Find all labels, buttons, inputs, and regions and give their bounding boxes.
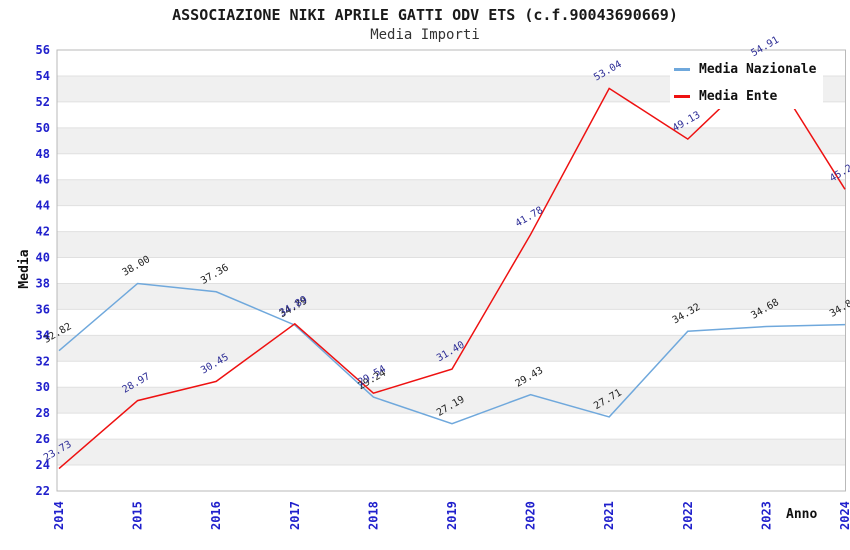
plot-band (57, 283, 846, 310)
x-tick-label: 2022 (681, 501, 695, 530)
legend: Media Nazionale Media Ente (670, 57, 823, 109)
plot-band (57, 153, 846, 180)
plot-band (57, 127, 846, 154)
y-tick-label: 26 (36, 432, 50, 446)
y-tick-label: 50 (36, 121, 50, 135)
y-tick-label: 28 (36, 406, 50, 420)
x-tick-label: 2015 (131, 501, 145, 530)
plot-band (57, 179, 846, 206)
y-tick-label: 24 (36, 458, 50, 472)
x-tick-label: 2024 (838, 501, 850, 530)
legend-item-media-nazionale: Media Nazionale (674, 62, 823, 77)
plot-border (56, 49, 846, 492)
x-tick-label: 2021 (602, 501, 616, 530)
y-tick-label: 52 (36, 95, 50, 109)
plot-band (57, 413, 846, 440)
x-tick-label: 2018 (366, 501, 380, 530)
y-tick-label: 54 (36, 69, 50, 83)
y-tick-label: 48 (36, 147, 50, 161)
legend-swatch-nazionale-icon (674, 68, 690, 71)
y-tick-label: 44 (36, 199, 50, 213)
y-tick-label: 56 (36, 43, 50, 57)
series-line-ente (58, 62, 846, 470)
x-axis-title: Anno (786, 507, 818, 522)
plot-band (57, 309, 846, 336)
y-tick-label: 32 (36, 354, 50, 368)
legend-swatch-ente-icon (674, 95, 690, 98)
plot-band (57, 387, 846, 414)
chart-title: ASSOCIAZIONE NIKI APRILE GATTI ODV ETS (… (172, 6, 678, 24)
x-tick-label: 2017 (288, 501, 302, 530)
y-tick-label: 38 (36, 276, 50, 290)
plot-band (57, 231, 846, 258)
plot-band (57, 335, 846, 362)
legend-label-nazionale: Media Nazionale (699, 62, 817, 77)
y-tick-label: 36 (36, 302, 50, 316)
y-tick-label: 30 (36, 380, 50, 394)
x-tick-label: 2016 (209, 501, 223, 530)
y-tick-label: 40 (36, 251, 50, 265)
chart-subtitle: Media Importi (370, 27, 480, 43)
y-tick-label: 34 (36, 328, 50, 342)
plot-band (57, 361, 846, 388)
plot-band (57, 205, 846, 232)
x-tick-label: 2019 (445, 501, 459, 530)
y-tick-label: 46 (36, 173, 50, 187)
plot-band (57, 465, 846, 491)
legend-label-ente: Media Ente (699, 89, 778, 104)
y-tick-label: 22 (36, 484, 50, 498)
x-tick-label: 2014 (52, 501, 66, 530)
plot-band (57, 257, 846, 284)
y-tick-label: 42 (36, 225, 50, 239)
legend-item-media-ente: Media Ente (674, 89, 823, 104)
y-axis-title: Media (17, 249, 32, 289)
x-tick-label: 2023 (759, 501, 773, 530)
series-line-nazionale (58, 282, 846, 425)
plot-band (57, 439, 846, 466)
x-tick-label: 2020 (524, 501, 538, 530)
